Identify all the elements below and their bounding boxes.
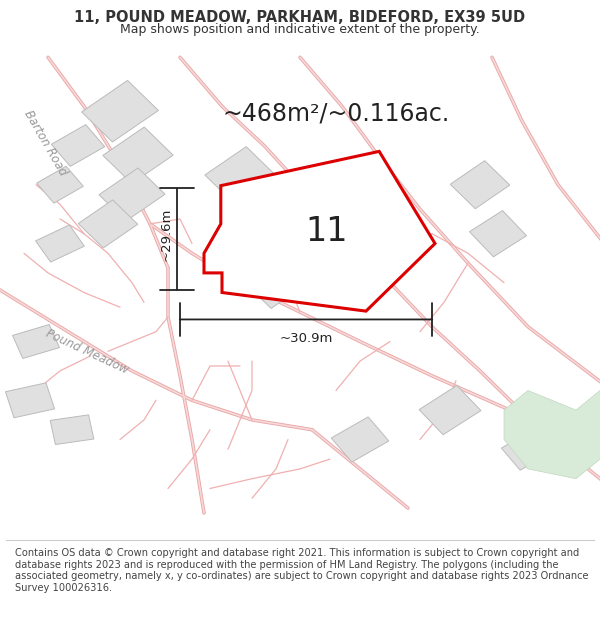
Text: ~30.9m: ~30.9m — [280, 332, 332, 345]
Text: Pound Meadow: Pound Meadow — [44, 326, 130, 376]
Bar — [205, 147, 275, 203]
Bar — [469, 211, 527, 257]
Bar — [99, 168, 165, 221]
Text: Barton Road: Barton Road — [21, 108, 69, 178]
Bar — [35, 225, 85, 262]
Bar — [331, 417, 389, 462]
Bar — [78, 200, 138, 248]
Text: ~29.6m: ~29.6m — [160, 208, 173, 261]
Bar — [502, 428, 554, 470]
Text: Map shows position and indicative extent of the property.: Map shows position and indicative extent… — [120, 22, 480, 36]
Polygon shape — [504, 381, 600, 479]
Bar — [5, 383, 55, 418]
Bar — [103, 127, 173, 184]
Bar — [419, 386, 481, 435]
Bar — [450, 161, 510, 209]
Bar — [50, 415, 94, 444]
Bar — [244, 257, 308, 308]
Bar — [223, 201, 293, 258]
Bar — [82, 81, 158, 142]
Bar — [13, 324, 59, 359]
Text: Contains OS data © Crown copyright and database right 2021. This information is : Contains OS data © Crown copyright and d… — [15, 548, 589, 592]
Text: ~468m²/~0.116ac.: ~468m²/~0.116ac. — [223, 102, 449, 126]
Polygon shape — [204, 151, 435, 311]
Bar — [52, 124, 104, 166]
Text: 11: 11 — [306, 215, 348, 248]
Text: 11, POUND MEADOW, PARKHAM, BIDEFORD, EX39 5UD: 11, POUND MEADOW, PARKHAM, BIDEFORD, EX3… — [74, 11, 526, 26]
Bar — [37, 166, 83, 203]
